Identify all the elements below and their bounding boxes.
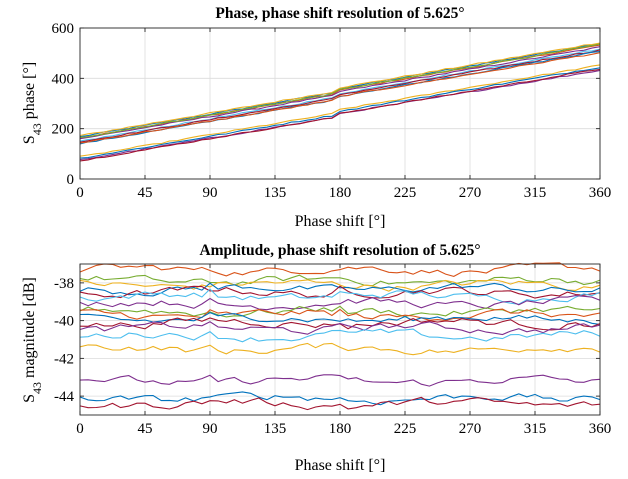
series-line bbox=[79, 49, 601, 143]
x-tick-label: 270 bbox=[459, 185, 482, 201]
x-tick-label: 90 bbox=[203, 421, 218, 437]
series-line bbox=[79, 288, 601, 305]
y-tick-label: 600 bbox=[52, 21, 75, 37]
x-tick-label: 45 bbox=[138, 421, 153, 437]
amplitude-chart-series bbox=[79, 262, 601, 411]
x-tick-label: 135 bbox=[264, 421, 287, 437]
amplitude-chart-ticks: 0 45 90 135 180 225 270 315 360 -44 -42 -40 -38 bbox=[54, 264, 611, 437]
series-line bbox=[79, 308, 601, 321]
phase-chart-xlabel: Phase shift [°] bbox=[295, 213, 386, 230]
y-tick-label: 400 bbox=[52, 71, 75, 87]
series-line bbox=[79, 305, 601, 318]
y-tick-label: -38 bbox=[54, 276, 74, 292]
y-tick-label: -42 bbox=[54, 351, 74, 367]
phase-chart: Phase, phase shift resolution of 5.625° … bbox=[21, 5, 611, 230]
y-tick-label: -44 bbox=[54, 389, 74, 405]
amplitude-chart-xlabel: Phase shift [°] bbox=[295, 457, 386, 474]
amplitude-chart-ylabel: S43 magnitude [dB] bbox=[21, 277, 44, 403]
y-tick-label: -40 bbox=[54, 314, 74, 330]
phase-chart-ylabel: S43 phase [°] bbox=[21, 62, 44, 144]
series-line bbox=[79, 43, 601, 138]
series-line bbox=[79, 42, 601, 137]
x-tick-label: 0 bbox=[76, 185, 84, 201]
x-tick-label: 90 bbox=[203, 185, 218, 201]
amplitude-chart: Amplitude, phase shift resolution of 5.6… bbox=[21, 242, 611, 474]
series-line bbox=[79, 282, 601, 297]
series-line bbox=[79, 295, 601, 311]
series-line bbox=[79, 321, 601, 336]
y-tick-label: 200 bbox=[52, 122, 75, 138]
series-line bbox=[79, 68, 601, 162]
x-tick-label: 225 bbox=[394, 421, 417, 437]
x-tick-label: 315 bbox=[524, 421, 547, 437]
series-line bbox=[79, 328, 601, 343]
x-tick-label: 0 bbox=[76, 421, 84, 437]
y-tick-label: 0 bbox=[67, 172, 75, 188]
x-tick-label: 270 bbox=[459, 421, 482, 437]
series-line bbox=[79, 374, 601, 387]
x-tick-label: 180 bbox=[329, 185, 352, 201]
series-line bbox=[79, 311, 601, 325]
series-line bbox=[79, 67, 601, 159]
series-line bbox=[79, 52, 601, 144]
x-tick-label: 315 bbox=[524, 185, 547, 201]
phase-chart-series bbox=[79, 42, 601, 162]
x-tick-label: 360 bbox=[589, 185, 612, 201]
series-line bbox=[79, 274, 601, 287]
series-line bbox=[79, 285, 601, 299]
series-line bbox=[79, 279, 601, 292]
series-line bbox=[79, 391, 601, 406]
series-line bbox=[79, 46, 601, 140]
phase-chart-title: Phase, phase shift resolution of 5.625° bbox=[215, 5, 464, 22]
amplitude-chart-title: Amplitude, phase shift resolution of 5.6… bbox=[199, 242, 480, 259]
series-line bbox=[79, 396, 601, 411]
x-tick-label: 225 bbox=[394, 185, 417, 201]
series-line bbox=[79, 342, 601, 356]
series-line bbox=[79, 64, 601, 157]
phase-chart-grid bbox=[79, 27, 601, 180]
x-tick-label: 360 bbox=[589, 421, 612, 437]
x-tick-label: 135 bbox=[264, 185, 287, 201]
x-tick-label: 180 bbox=[329, 421, 352, 437]
x-tick-label: 45 bbox=[138, 185, 153, 201]
phase-chart-ticks: 0 45 90 135 180 225 270 315 360 0 200 400 600 bbox=[52, 21, 612, 201]
